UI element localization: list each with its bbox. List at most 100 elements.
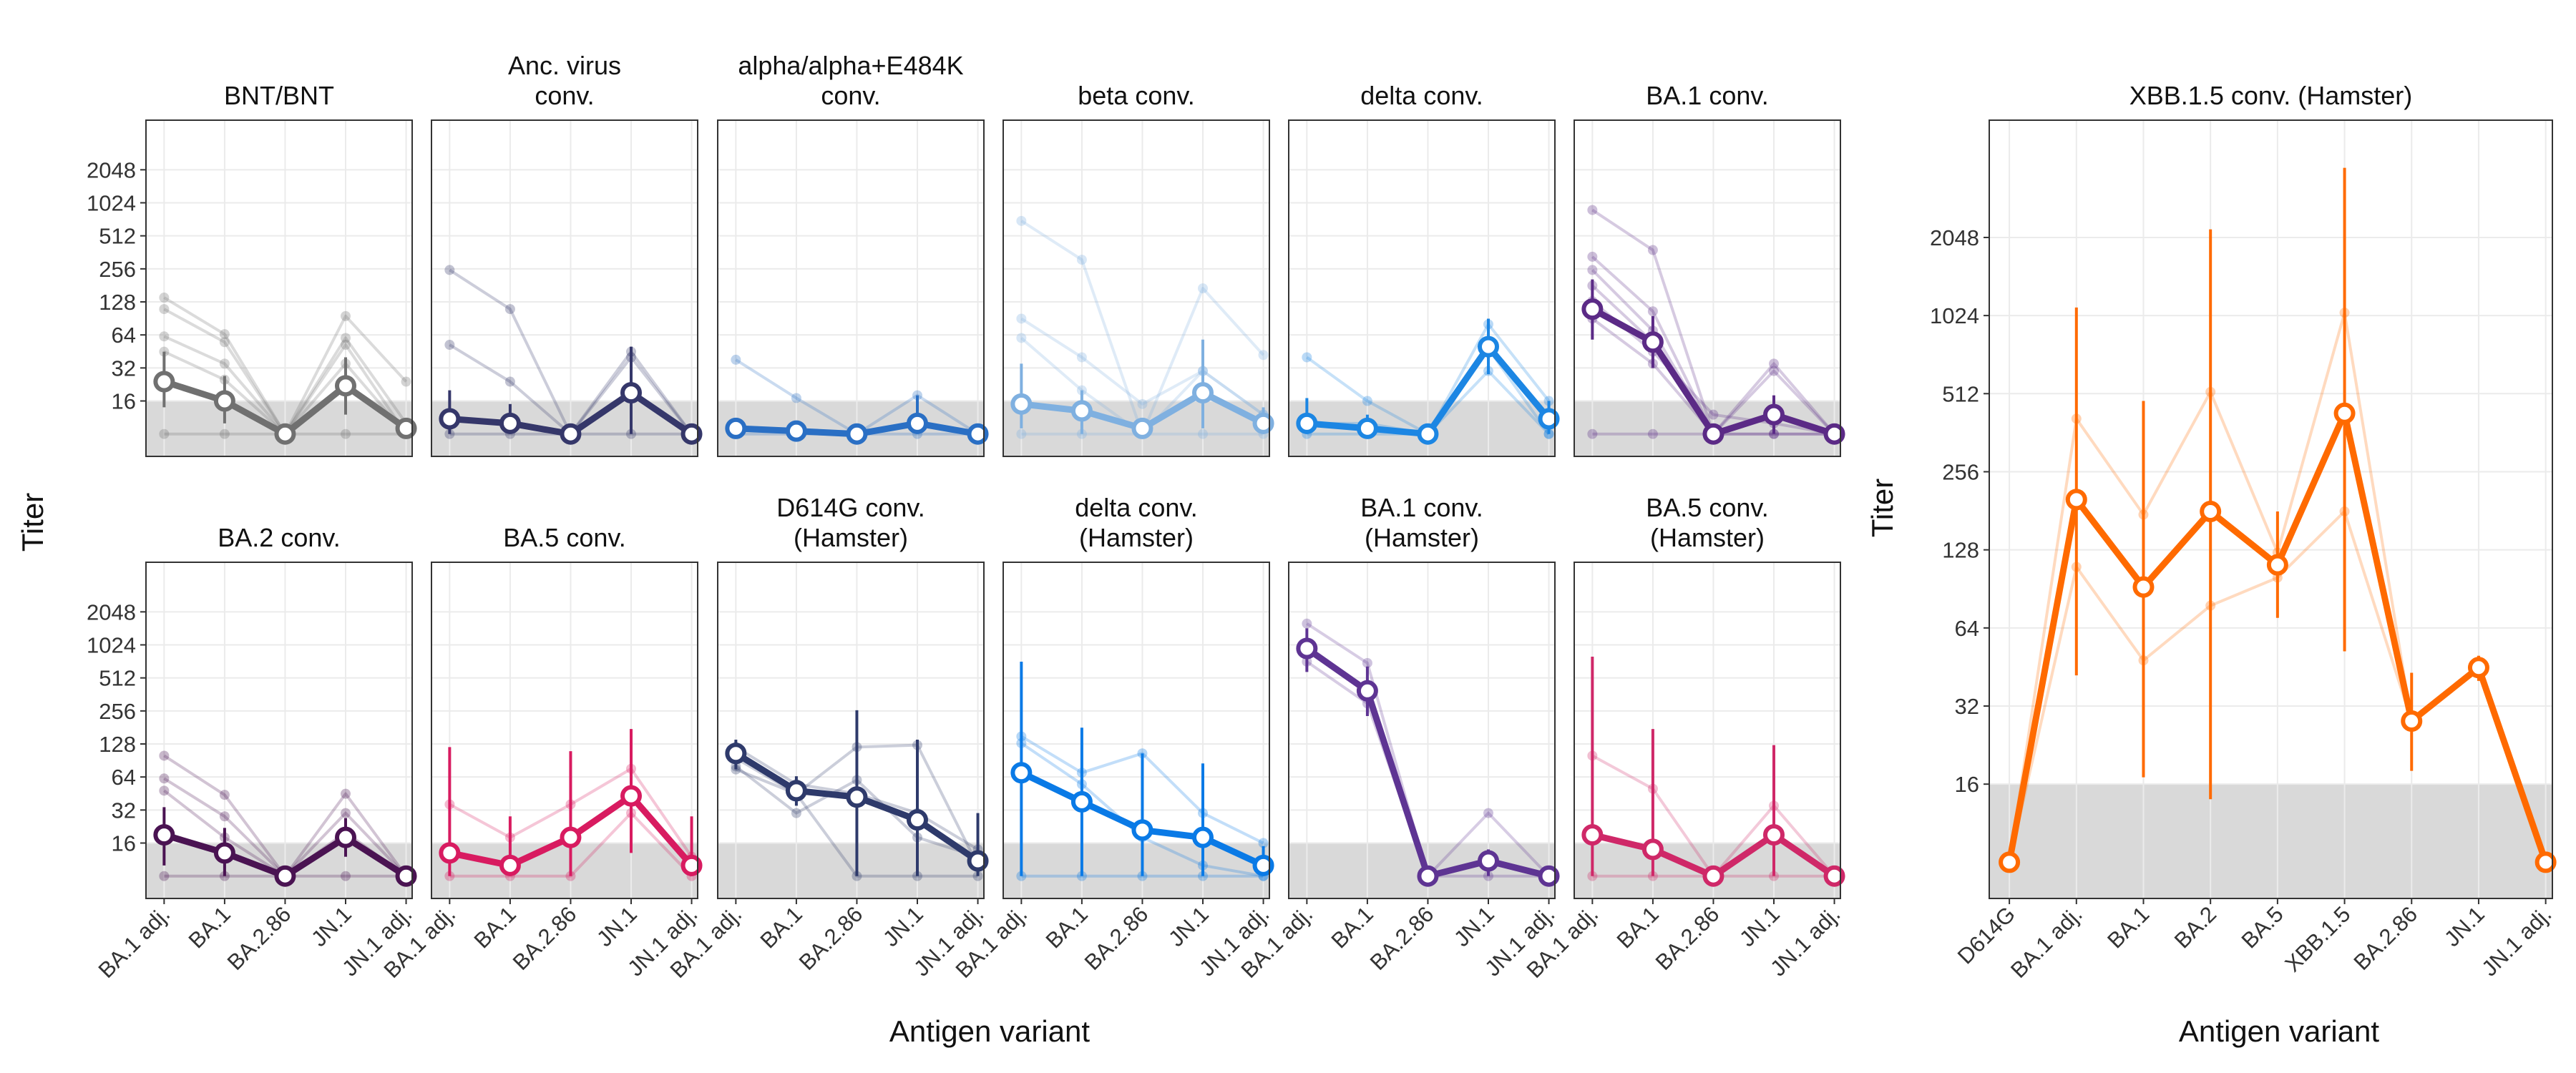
individual-point <box>341 340 351 351</box>
individual-point <box>1708 409 1719 420</box>
panel-0: BNT/BNT 16 32 64 128 256 512 1024 2048 <box>87 81 417 457</box>
y-tick-label: 128 <box>99 732 136 757</box>
mean-point <box>2065 489 2087 511</box>
mean-point <box>1356 417 1378 439</box>
individual-point <box>1647 245 1658 255</box>
mean-point <box>1478 850 1499 872</box>
panel-2: alpha/alpha+E484K conv. <box>717 51 989 457</box>
mean-point <box>907 809 928 831</box>
mean-point <box>1538 408 1560 430</box>
individual-point <box>1647 306 1658 317</box>
individual-point <box>1016 333 1027 343</box>
individual-point <box>159 750 170 761</box>
panel-title-line: conv. <box>821 81 880 110</box>
mean-point <box>2333 402 2356 424</box>
mean-point <box>1192 826 1214 848</box>
panel-1: Anc. virus conv. <box>431 51 703 457</box>
individual-point <box>159 773 170 784</box>
mean-point <box>1010 762 1033 784</box>
panel-title-line: (Hamster) <box>794 523 908 552</box>
panel-border <box>1574 119 1841 457</box>
mean-point <box>153 371 175 393</box>
mean-point <box>2266 554 2288 576</box>
mean-point <box>1131 819 1153 841</box>
panel-title-d614g-conv-hamster: D614G conv. (Hamster) <box>776 493 924 552</box>
panel-4: delta conv. <box>1288 81 1560 457</box>
individual-point <box>444 265 455 275</box>
individual-point <box>791 808 801 818</box>
panel-title-line: D614G conv. <box>776 493 924 522</box>
mean-point <box>680 423 703 445</box>
y-tick-label: 256 <box>99 257 136 282</box>
individual-point <box>341 808 351 818</box>
panel-title-line: alpha/alpha+E484K <box>738 51 963 80</box>
mean-point <box>785 420 807 442</box>
mean-point <box>967 423 989 445</box>
individual-point <box>1647 428 1658 439</box>
panel-title-line: BNT/BNT <box>224 81 334 110</box>
y-tick-label: 2048 <box>87 157 136 182</box>
mean-point <box>1581 824 1604 846</box>
mean-point <box>725 417 747 439</box>
right-panel: XBB.1.5 conv. (Hamster) 16 32 64 128 256 512 10… <box>1930 81 2557 983</box>
mean-point <box>274 865 296 887</box>
individual-point <box>1016 313 1027 324</box>
individual-point <box>1076 255 1087 265</box>
mean-point <box>395 865 417 887</box>
panel-title-beta-conv: beta conv. <box>1078 81 1194 110</box>
individual-point <box>1302 618 1312 629</box>
mean-point <box>335 375 356 397</box>
mean-point <box>1702 865 1724 887</box>
individual-point <box>219 337 230 348</box>
panel-border <box>431 119 698 457</box>
y-tick-label: 2048 <box>1930 225 1979 250</box>
y-tick-label: 512 <box>99 666 136 691</box>
mean-point <box>1999 851 2021 873</box>
individual-point <box>1198 283 1208 294</box>
mean-point <box>1641 331 1664 353</box>
mean-point <box>680 854 703 876</box>
mean-point <box>785 780 807 802</box>
mean-point <box>213 842 235 864</box>
individual-trace-4 <box>1591 300 1835 436</box>
y-tick-label: 512 <box>1942 381 1979 406</box>
individual-point <box>341 333 351 343</box>
individual-point <box>1587 205 1598 215</box>
panel-title-delta-conv-hamster: delta conv. (Hamster) <box>1075 493 1197 552</box>
individual-point <box>159 331 170 342</box>
mean-point <box>335 826 356 848</box>
panel-title-ba-1-conv-hamster: BA.1 conv. (Hamster) <box>1360 493 1483 552</box>
mean-point <box>1478 335 1499 358</box>
individual-point <box>341 428 351 439</box>
mean-point <box>1417 423 1439 445</box>
panel-border <box>1574 562 1841 899</box>
y-tick-label: 64 <box>1955 616 1979 641</box>
y-tick-label: 256 <box>99 699 136 724</box>
panel-border <box>145 119 413 457</box>
mean-point <box>1581 298 1604 320</box>
mean-point <box>560 423 582 445</box>
panel-border <box>717 119 985 457</box>
panel-3: beta conv. <box>1002 81 1274 457</box>
y-tick-label: 512 <box>99 224 136 249</box>
detection-threshold-band <box>431 843 698 898</box>
mean-point <box>213 390 235 412</box>
individual-point <box>1483 808 1493 818</box>
y-tick-label: 128 <box>1942 538 1979 563</box>
y-tick-label: 1024 <box>87 633 136 658</box>
panel-title-line: BA.1 conv. <box>1360 493 1483 522</box>
panel-title-line: delta conv. <box>1360 81 1483 110</box>
individual-point <box>791 393 801 403</box>
mean-point <box>274 423 296 445</box>
individual-point <box>1362 396 1372 406</box>
y-tick-label: 16 <box>1955 772 1979 797</box>
mean-point <box>395 417 417 439</box>
left-panel-grid: BNT/BNT 16 32 64 128 256 512 1024 2048 Anc. virus… <box>87 51 1845 983</box>
mean-point <box>1823 865 1845 887</box>
individual-point <box>159 428 170 439</box>
mean-point <box>967 850 989 872</box>
mean-point <box>1356 680 1378 702</box>
y-tick-label: 2048 <box>87 599 136 624</box>
panel-border <box>1288 562 1556 899</box>
